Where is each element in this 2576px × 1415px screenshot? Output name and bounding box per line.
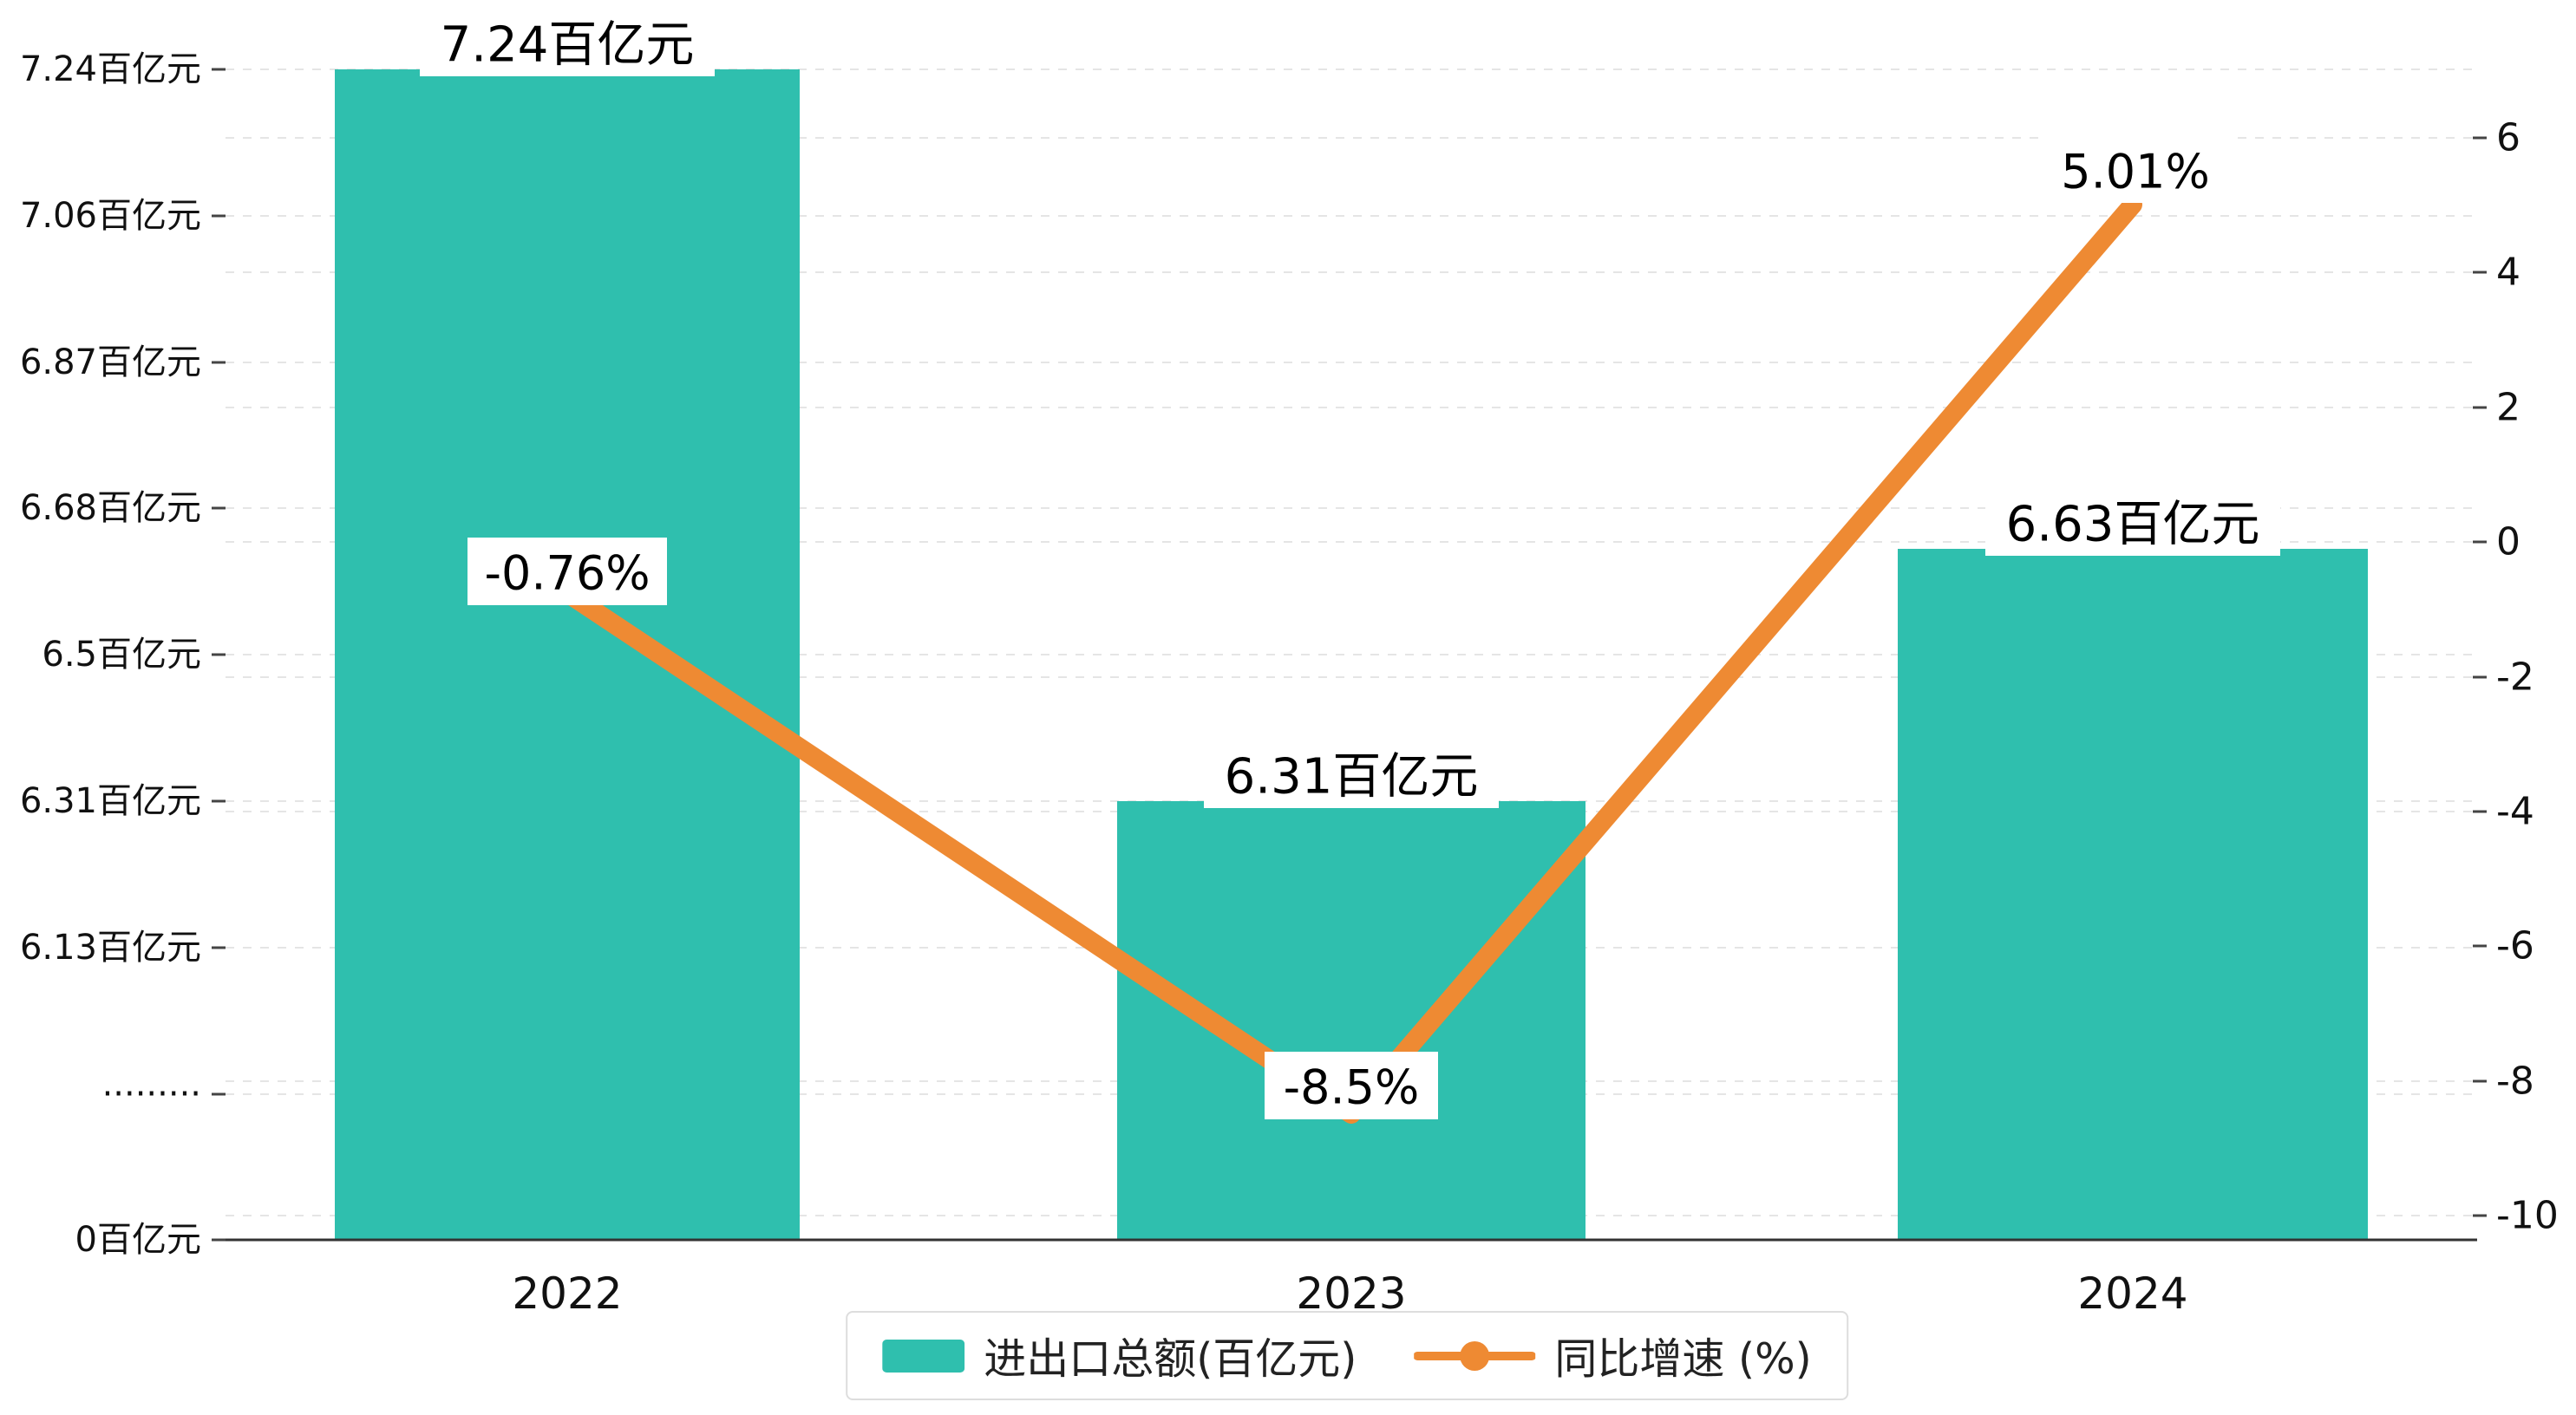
value-label-bg <box>2040 137 2231 203</box>
legend-line-dot <box>1460 1340 1490 1371</box>
legend-bar-swatch-rect <box>882 1339 965 1373</box>
x-label-2023: 2023 <box>1296 1268 1406 1319</box>
y-left-label: 6.13百亿元 <box>20 928 201 968</box>
bar-2022 <box>335 69 800 1240</box>
y-right-label: 2 <box>2496 386 2520 430</box>
y-right-label: -2 <box>2496 655 2534 700</box>
legend: 进出口总额(百亿元) 同比增速 (%) <box>846 1311 1848 1400</box>
bar-series <box>335 69 2368 1240</box>
y-left-label: 6.5百亿元 <box>42 635 201 675</box>
legend-line-marker <box>1414 1340 1536 1371</box>
y-axis-left-labels: 7.24百亿元 7.06百亿元 6.87百亿元 6.68百亿元 6.5百亿元 6… <box>20 49 201 1260</box>
value-label-bg <box>420 10 715 76</box>
line-value-2023: -8.5% <box>1284 1060 1420 1115</box>
value-label-bg <box>467 538 667 605</box>
bar-value-labels: 7.24百亿元 6.31百亿元 6.63百亿元 <box>420 10 2280 808</box>
y-right-label: -10 <box>2496 1194 2559 1238</box>
y-left-label: 0百亿元 <box>75 1220 201 1260</box>
legend-item-line-series[interactable]: 同比增速 (%) <box>1414 1325 1812 1386</box>
bar-value-2024: 6.63百亿元 <box>2006 497 2260 553</box>
x-label-2022: 2022 <box>512 1268 622 1319</box>
x-axis-labels: 2022 2023 2024 <box>512 1268 2187 1319</box>
bar-2024 <box>1898 549 2368 1240</box>
bar-value-2023: 6.31百亿元 <box>1225 749 1479 805</box>
left-tick-marks <box>212 68 226 1242</box>
right-tick-marks <box>2473 136 2487 1217</box>
y-left-label-axis-break: ········· <box>102 1074 201 1114</box>
y-left-label: 6.68百亿元 <box>20 488 201 528</box>
bar-value-2022: 7.24百亿元 <box>441 17 695 74</box>
y-left-label: 7.06百亿元 <box>20 196 201 236</box>
x-label-2024: 2024 <box>2077 1268 2187 1319</box>
bar-2023 <box>1117 801 1585 1240</box>
y-right-label: 0 <box>2496 520 2520 564</box>
y-right-label: 4 <box>2496 251 2520 295</box>
legend-bar-swatch <box>882 1339 965 1373</box>
y-left-label: 6.31百亿元 <box>20 781 201 821</box>
y-axis-right-labels: 6 4 2 0 -2 -4 -6 -8 -10 <box>2496 116 2559 1238</box>
legend-item-bar-series[interactable]: 进出口总额(百亿元) <box>882 1325 1357 1386</box>
value-label-bg <box>1204 742 1499 808</box>
y-left-label: 7.24百亿元 <box>20 49 201 89</box>
legend-line-label: 同比增速 (%) <box>1554 1334 1812 1384</box>
value-label-bg <box>1985 490 2280 556</box>
y-left-label: 6.87百亿元 <box>20 342 201 382</box>
y-right-label: -6 <box>2496 924 2534 968</box>
y-right-label: -4 <box>2496 790 2534 834</box>
value-label-bg <box>1265 1052 1438 1119</box>
y-right-label: 6 <box>2496 116 2520 160</box>
y-right-label: -8 <box>2496 1060 2534 1104</box>
line-value-labels: -0.76% -8.5% 5.01% <box>467 137 2231 1119</box>
legend-bar-label: 进出口总额(百亿元) <box>984 1334 1357 1384</box>
line-value-2024: 5.01% <box>2061 145 2210 199</box>
line-value-2022: -0.76% <box>484 546 650 601</box>
